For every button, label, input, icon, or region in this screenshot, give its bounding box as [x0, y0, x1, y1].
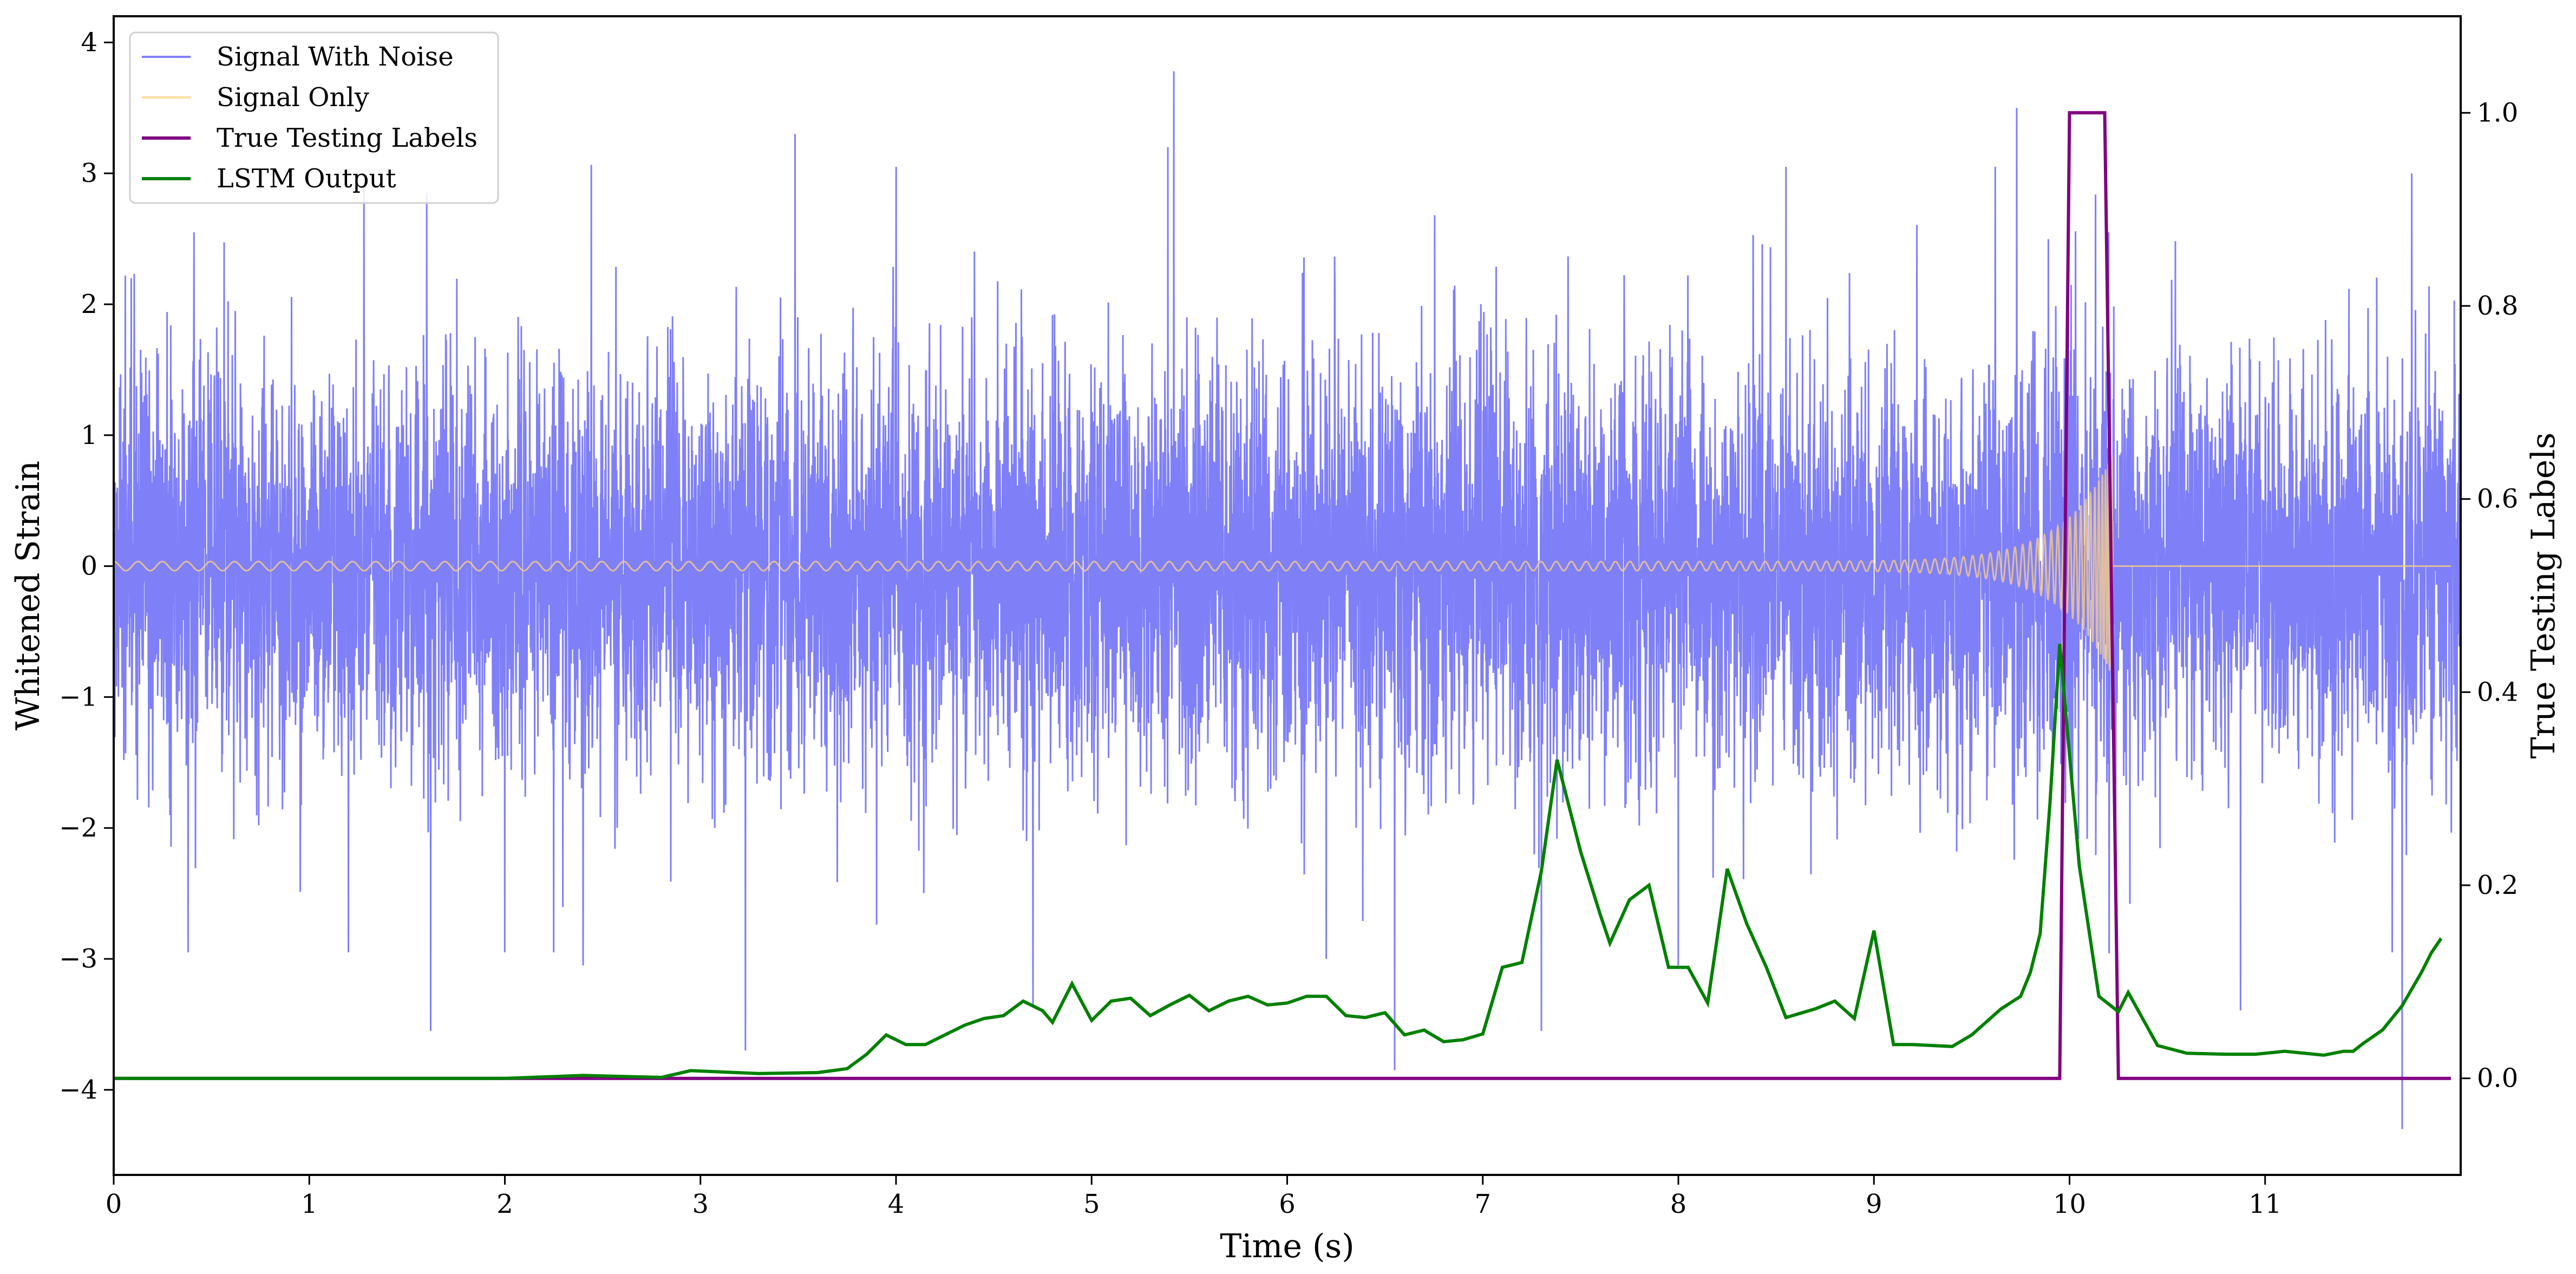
legend: Signal With Noise Signal Only True Testing… [129, 31, 499, 204]
series-signal-with-noise [114, 71, 2461, 1129]
legend-label: Signal Only [217, 82, 369, 113]
y-tick-label: −3 [59, 944, 97, 974]
y-axis-left: −4 −3 −2 −1 0 1 2 3 4 [59, 27, 114, 1105]
y-right-tick-label: 0.8 [2477, 291, 2518, 321]
legend-label: True Testing Labels [217, 123, 478, 153]
series-true-testing-labels [114, 111, 2451, 1080]
x-tick-label: 4 [888, 1189, 905, 1219]
y-right-tick-label: 0.0 [2477, 1063, 2518, 1094]
y-tick-label: 3 [81, 158, 97, 188]
x-axis: 0 1 2 3 4 5 6 7 8 9 10 11 [106, 1175, 2281, 1219]
y-right-tick-label: 0.2 [2477, 870, 2518, 900]
y-tick-label: −4 [59, 1075, 97, 1105]
series-lstm-output [114, 643, 2443, 1080]
x-tick-label: 9 [1866, 1189, 1882, 1219]
x-tick-label: 2 [496, 1189, 513, 1219]
y-axis-right: 0.0 0.2 0.4 0.6 0.8 1.0 [2461, 97, 2518, 1094]
x-tick-label: 10 [2053, 1189, 2086, 1219]
x-tick-label: 8 [1670, 1189, 1687, 1219]
x-tick-label: 5 [1083, 1189, 1100, 1219]
x-tick-label: 11 [2248, 1189, 2281, 1219]
x-tick-label: 0 [106, 1189, 122, 1219]
x-tick-label: 1 [301, 1189, 318, 1219]
y-tick-label: −2 [59, 813, 97, 843]
y-right-tick-label: 0.6 [2477, 484, 2518, 514]
y-tick-label: −1 [59, 682, 97, 712]
y-tick-label: 4 [81, 27, 97, 57]
y-axis-right-label: True Testing Labels [2525, 433, 2562, 759]
x-axis-label: Time (s) [1220, 1227, 1354, 1265]
x-tick-label: 3 [692, 1189, 709, 1219]
y-tick-label: 2 [81, 289, 97, 319]
y-tick-label: 0 [81, 551, 97, 582]
y-tick-label: 1 [81, 420, 97, 450]
legend-box [129, 31, 499, 204]
legend-label: Signal With Noise [217, 42, 454, 72]
legend-label: LSTM Output [217, 164, 396, 194]
y-right-tick-label: 1.0 [2477, 97, 2518, 128]
x-tick-label: 6 [1279, 1189, 1296, 1219]
series-signal-only [114, 456, 2451, 671]
y-right-tick-label: 0.4 [2477, 677, 2518, 707]
y-axis-label: Whitened Strain [9, 461, 47, 730]
x-tick-label: 7 [1474, 1189, 1491, 1219]
data-layer [114, 71, 2461, 1129]
